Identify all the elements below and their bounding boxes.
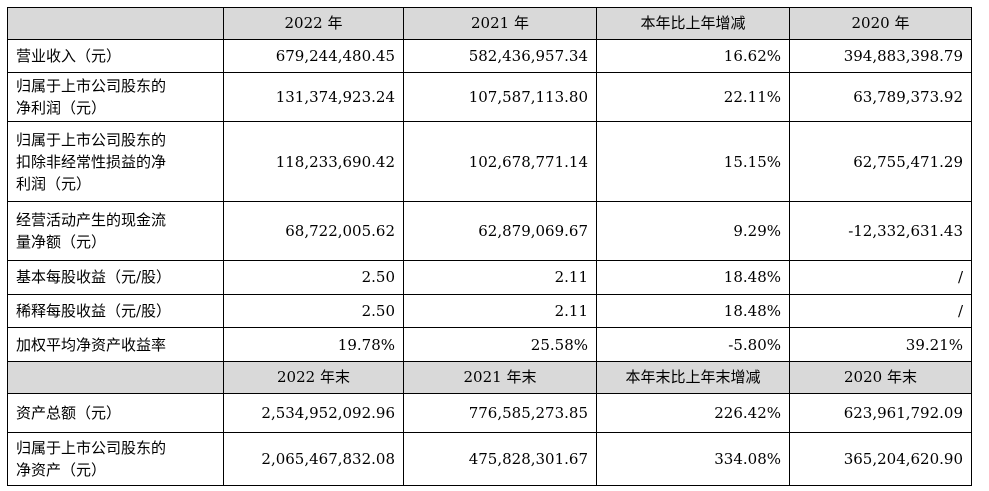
value-cell: 2,065,467,832.08 xyxy=(223,431,404,487)
value-cell: 18.48% xyxy=(596,260,790,295)
row-label-line: 利润（元） xyxy=(16,174,92,193)
value-cell: 365,204,620.90 xyxy=(789,431,972,487)
value-cell: 22.11% xyxy=(596,72,790,123)
value-cell: 623,961,792.09 xyxy=(789,392,972,433)
row-label-line: 归属于上市公司股东的 xyxy=(16,438,167,457)
table-row: 归属于上市公司股东的 净利润（元） 131,374,923.24 107,587,11… xyxy=(7,72,972,123)
value-cell: 776,585,273.85 xyxy=(403,392,597,433)
value-cell: 68,722,005.62 xyxy=(223,201,404,262)
column-header: 2020 年 xyxy=(789,7,972,40)
value-cell: 16.62% xyxy=(596,38,790,74)
value-cell: 679,244,480.45 xyxy=(223,38,404,74)
value-cell: -5.80% xyxy=(596,327,790,363)
table-row: 稀释每股收益（元/股） 2.50 2.11 18.48% / xyxy=(7,293,972,329)
value-cell: 2.50 xyxy=(223,260,404,295)
value-cell: 62,879,069.67 xyxy=(403,201,597,262)
value-cell: 102,678,771.14 xyxy=(403,121,597,203)
row-label-line: 扣除非经常性损益的净 xyxy=(16,152,167,171)
table-row: 基本每股收益（元/股） 2.50 2.11 18.48% / xyxy=(7,260,972,295)
financial-summary-table: 2022 年 2021 年本年比上年增减 2020 年营业收入（元） 679,244,… xyxy=(7,7,972,487)
value-cell: 9.29% xyxy=(596,201,790,262)
row-label-line: 量净额（元） xyxy=(16,233,107,252)
header-corner-cell xyxy=(7,361,224,394)
value-cell: 107,587,113.80 xyxy=(403,72,597,123)
value-cell: 39.21% xyxy=(789,327,972,363)
table-row: 资产总额（元） 2,534,952,092.96 776,585,273.85 226… xyxy=(7,392,972,433)
row-label-line: 归属于上市公司股东的 xyxy=(16,130,167,149)
row-label: 稀释每股收益（元/股） xyxy=(7,293,224,329)
value-cell: 2.11 xyxy=(403,293,597,329)
value-cell: 334.08% xyxy=(596,431,790,487)
header-corner-cell xyxy=(7,7,224,40)
row-label: 资产总额（元） xyxy=(7,392,224,433)
row-label: 归属于上市公司股东的 扣除非经常性损益的净 利润（元） xyxy=(7,121,224,203)
row-label-line: 归属于上市公司股东的 xyxy=(16,77,167,96)
value-cell: 226.42% xyxy=(596,392,790,433)
value-cell: 25.58% xyxy=(403,327,597,363)
row-label-line: 基本每股收益（元/股） xyxy=(16,268,172,287)
table-row: 归属于上市公司股东的 扣除非经常性损益的净 利润（元） 118,233,690.42 1… xyxy=(7,121,972,203)
table-header-row: 2022 年末 2021 年末 本年末比上年末增减 2020 年末 xyxy=(7,361,972,394)
column-header: 本年比上年增减 xyxy=(596,7,790,40)
row-label: 归属于上市公司股东的 净资产（元） xyxy=(7,431,224,487)
value-cell: 2.11 xyxy=(403,260,597,295)
column-header: 2021 年 xyxy=(403,7,597,40)
value-cell: -12,332,631.43 xyxy=(789,201,972,262)
table-row: 归属于上市公司股东的 净资产（元） 2,065,467,832.08 475,828,… xyxy=(7,431,972,487)
value-cell: 15.15% xyxy=(596,121,790,203)
column-header: 2020 年末 xyxy=(789,361,972,394)
row-label: 基本每股收益（元/股） xyxy=(7,260,224,295)
value-cell: 118,233,690.42 xyxy=(223,121,404,203)
row-label-line: 净资产（元） xyxy=(16,460,107,479)
row-label: 归属于上市公司股东的 净利润（元） xyxy=(7,72,224,123)
value-cell: 19.78% xyxy=(223,327,404,363)
value-cell: 2.50 xyxy=(223,293,404,329)
table-row: 经营活动产生的现金流 量净额（元） 68,722,005.62 62,879,069.… xyxy=(7,201,972,262)
row-label-line: 营业收入（元） xyxy=(16,46,122,65)
column-header: 2022 年 xyxy=(223,7,404,40)
value-cell: 63,789,373.92 xyxy=(789,72,972,123)
value-cell: 18.48% xyxy=(596,293,790,329)
row-label-line: 稀释每股收益（元/股） xyxy=(16,302,172,321)
row-label-line: 加权平均净资产收益率 xyxy=(16,335,167,354)
table-header-row: 2022 年 2021 年本年比上年增减 2020 年 xyxy=(7,7,972,40)
column-header: 2022 年末 xyxy=(223,361,404,394)
row-label: 加权平均净资产收益率 xyxy=(7,327,224,363)
value-cell: 394,883,398.79 xyxy=(789,38,972,74)
column-header: 本年末比上年末增减 xyxy=(596,361,790,394)
row-label-line: 净利润（元） xyxy=(16,99,107,118)
value-cell: 2,534,952,092.96 xyxy=(223,392,404,433)
value-cell: 62,755,471.29 xyxy=(789,121,972,203)
row-label-line: 经营活动产生的现金流 xyxy=(16,211,167,230)
table-row: 营业收入（元） 679,244,480.45 582,436,957.34 16.62… xyxy=(7,38,972,74)
value-cell: 475,828,301.67 xyxy=(403,431,597,487)
row-label: 营业收入（元） xyxy=(7,38,224,74)
value-cell: / xyxy=(789,293,972,329)
value-cell: 582,436,957.34 xyxy=(403,38,597,74)
row-label: 经营活动产生的现金流 量净额（元） xyxy=(7,201,224,262)
table-row: 加权平均净资产收益率 19.78% 25.58% -5.80% 39.21% xyxy=(7,327,972,363)
value-cell: 131,374,923.24 xyxy=(223,72,404,123)
value-cell: / xyxy=(789,260,972,295)
row-label-line: 资产总额（元） xyxy=(16,403,122,422)
column-header: 2021 年末 xyxy=(403,361,597,394)
